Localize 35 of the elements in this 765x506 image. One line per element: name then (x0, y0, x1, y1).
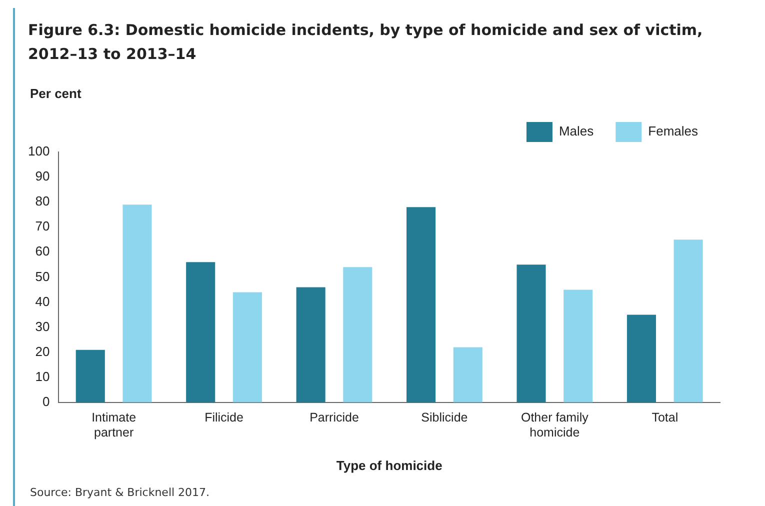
bar (122, 204, 152, 402)
x-tick-label: Total (652, 410, 678, 424)
y-tick-label: 70 (35, 218, 50, 234)
y-tick-label: 50 (35, 268, 50, 284)
bar (296, 287, 326, 402)
legend-label: Males (558, 124, 594, 139)
x-tick-label: Parricide (310, 410, 359, 424)
bar (186, 262, 216, 402)
bar (626, 314, 656, 402)
y-tick-label: 30 (35, 318, 50, 334)
y-tick-label: 80 (35, 194, 50, 209)
legend-label: Females (648, 124, 698, 139)
bar (453, 347, 482, 402)
y-tick-label: 0 (42, 394, 50, 409)
x-tick-label: Intimate partner (92, 410, 136, 440)
bar (343, 267, 372, 402)
source-note: Source: Bryant & Bricknell 2017. (30, 486, 210, 499)
bar (232, 292, 262, 402)
y-axis-title: Per cent (30, 86, 82, 101)
y-tick-label: 10 (35, 368, 50, 384)
chart-title: Figure 6.3: Domestic homicide incidents, by type of homicide and sex of victim, 2012–13 to 2013–14 (28, 20, 704, 65)
x-tick-label: Other family homicide (520, 410, 590, 440)
bar (564, 290, 593, 402)
y-tick-label: 100 (28, 144, 50, 159)
y-tick-label: 20 (35, 344, 50, 359)
y-tick-label: 90 (35, 168, 50, 184)
x-axis-title: Type of homicide (336, 458, 442, 473)
y-tick-label: 40 (35, 294, 50, 309)
x-tick-label: Siblicide (421, 410, 468, 424)
bar (516, 264, 546, 402)
bar (674, 240, 703, 402)
bar (76, 350, 105, 402)
y-tick-label: 60 (35, 244, 50, 259)
x-tick-label: Filicide (204, 410, 244, 424)
bar (406, 207, 436, 402)
